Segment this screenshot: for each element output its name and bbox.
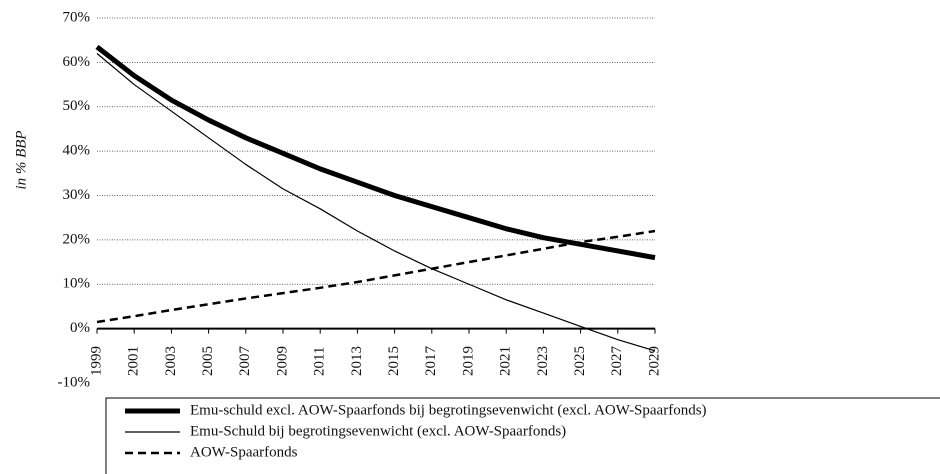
x-tick-label: 2027 — [609, 346, 625, 377]
x-tick-label: 2025 — [572, 346, 588, 376]
x-tick-label: 2013 — [349, 346, 365, 376]
x-tick-label: 1999 — [88, 346, 104, 376]
y-tick-label: 60% — [63, 54, 91, 70]
x-tick-label: 2011 — [312, 347, 328, 376]
x-tick-label: 2029 — [646, 346, 662, 376]
x-tick-label: 2007 — [237, 346, 253, 377]
legend-border — [105, 397, 940, 474]
x-tick-label: 2017 — [423, 346, 439, 377]
x-tick-label: 2023 — [535, 346, 551, 376]
x-tick-label: 2019 — [460, 346, 476, 376]
y-tick-label: 70% — [63, 9, 91, 25]
x-tick-label: 2015 — [386, 346, 402, 376]
x-tick-label: 2003 — [163, 346, 179, 376]
series-line — [96, 229, 656, 324]
x-tick-label: 2021 — [498, 346, 514, 376]
legend-label: AOW-Spaarfonds — [190, 444, 298, 460]
y-tick-label: -10% — [58, 374, 91, 390]
y-tick-label: 20% — [63, 231, 91, 247]
series-line — [96, 53, 656, 352]
y-tick-label: 0% — [70, 320, 90, 336]
x-tick-label: 2009 — [274, 346, 290, 376]
y-tick-label: 30% — [63, 187, 91, 203]
y-tick-label: 50% — [63, 98, 91, 114]
y-tick-label: 40% — [63, 143, 91, 159]
x-tick-label: 2005 — [200, 346, 216, 376]
series-line — [95, 44, 656, 261]
y-axis-label: in % BBP — [13, 130, 29, 189]
legend-label: Emu-schuld excl. AOW-Spaarfonds bij begr… — [190, 402, 707, 418]
x-tick-label: 2001 — [126, 346, 142, 376]
legend-label: Emu-Schuld bij begrotingsevenwicht (excl… — [190, 423, 566, 439]
y-tick-label: 10% — [63, 276, 91, 292]
